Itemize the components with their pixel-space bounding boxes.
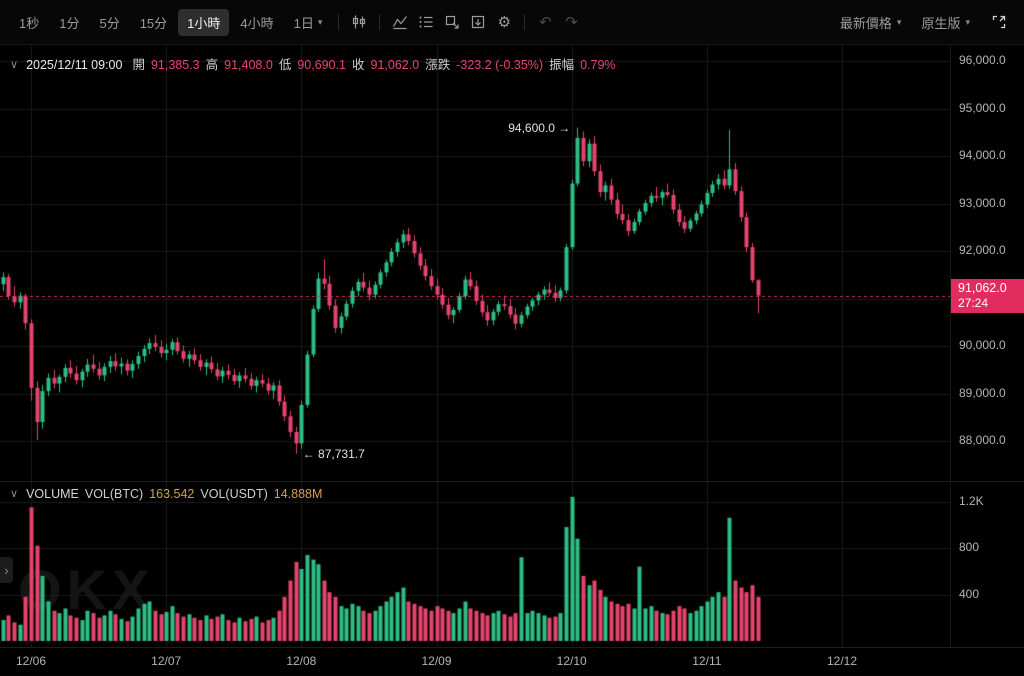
current-price-badge: 91,062.0 27:24 [951,278,1024,313]
toolbar-divider [379,14,381,30]
open-label: 開 [132,58,145,72]
indicator-list-icon[interactable] [413,9,439,35]
latest-price-label: 最新價格 [839,15,892,31]
price-axis-label: 94,000.0 [959,148,1006,162]
current-price-value: 91,062.0 [958,280,1007,295]
price-axis-label: 92,000.0 [959,243,1006,257]
toolbar: 1秒 1分 5分 15分 1小時 4小時 1日 ▾ [0,0,1024,45]
candlestick-chart-canvas[interactable] [0,45,950,675]
price-axis-label: 89,000.0 [959,385,1006,400]
vol-usdt-value: 14.888M [273,487,323,501]
candle-datetime: 2025/12/11 09:00 [26,58,123,72]
chart-region: OKX ∨ 2025/12/11 09:00 開 91,385.3 高 91,4… [0,45,1024,675]
high-annotation: 94,600.0 → [508,120,571,135]
undo-icon[interactable]: ↶ [539,14,552,31]
volume-axis-label: 400 [959,586,980,601]
amplitude-label: 振幅 [549,58,575,72]
time-axis-label: 12/06 [15,654,47,668]
vol-usdt-label: VOL(USDT) [200,487,268,501]
save-layout-icon[interactable] [465,9,491,35]
amplitude-value: 0.79% [580,58,616,72]
price-axis[interactable]: 96,000.0 95,000.0 94,000.0 93,000.0 92,000.0… [950,45,1024,647]
volume-axis-label: 1.2K [959,493,984,508]
price-axis-label: 93,000.0 [959,195,1006,210]
timeframe-1小時[interactable]: 1小時 [178,8,230,36]
time-axis[interactable]: 12/06 12/07 12/08 12/09 12/10 12/11 12/12 [0,647,1024,676]
timeframe-group: 1秒 1分 5分 15分 1小時 4小時 1日 ▾ [10,8,331,36]
low-label: 低 [278,58,292,72]
native-version-dropdown[interactable]: 原生版 ▾ [921,13,970,32]
change-label: 漲跌 [425,58,451,72]
price-axis-label: 96,000.0 [959,53,1006,67]
vol-btc-label: VOL(BTC) [84,487,144,501]
toolbar-divider [524,14,526,30]
close-value: 91,062.0 [370,58,420,72]
vol-btc-value: 163.542 [149,487,195,501]
collapse-chevron-icon[interactable]: ∨ [10,59,19,71]
chevron-down-icon: ▾ [965,16,970,27]
pane-divider[interactable] [0,481,1024,482]
compare-icon[interactable] [439,9,465,35]
close-label: 收 [352,58,365,72]
timeframe-4小時[interactable]: 4小時 [240,15,274,31]
time-axis-label: 12/08 [286,654,317,668]
fullscreen-icon[interactable] [986,9,1012,35]
candlestick-style-icon[interactable] [346,9,372,35]
time-axis-label: 12/10 [556,654,587,668]
high-label: 高 [205,58,219,72]
indicators-icon[interactable] [387,9,413,35]
chevron-down-icon: ▾ [317,16,323,27]
ohlc-infobar: ∨ 2025/12/11 09:00 開 91,385.3 高 91,408.0… [10,57,616,73]
volume-axis-label: 800 [959,540,980,554]
low-annotation: ← 87,731.7 [302,446,365,461]
high-value: 91,408.0 [224,58,273,72]
price-axis-label: 95,000.0 [959,100,1006,115]
time-axis-label: 12/09 [421,654,452,668]
chevron-down-icon: ▾ [896,16,902,27]
time-axis-label: 12/12 [826,654,858,668]
time-axis-label: 12/07 [151,654,182,668]
change-value: -323.2 (-0.35%) [456,58,544,72]
time-axis-label: 12/11 [692,654,722,668]
timeframe-1分[interactable]: 1分 [59,15,80,31]
candle-countdown: 27:24 [958,295,989,310]
left-panel-toggle[interactable]: › [0,557,13,583]
latest-price-dropdown[interactable]: 最新價格 ▾ [840,13,902,32]
native-version-label: 原生版 [921,15,961,31]
volume-title: VOLUME [26,487,79,501]
timeframe-5分[interactable]: 5分 [99,15,120,31]
timeframe-1秒[interactable]: 1秒 [19,15,40,31]
redo-icon[interactable]: ↷ [565,14,578,31]
low-value: 90,690.1 [297,58,347,72]
toolbar-divider [338,14,340,30]
price-axis-label: 88,000.0 [959,433,1006,447]
volume-header: ∨ VOLUME VOL(BTC) 163.542 VOL(USDT) 14.8… [10,486,322,502]
settings-icon[interactable]: ⚙ [497,14,512,31]
collapse-chevron-icon[interactable]: ∨ [10,488,19,500]
timeframe-1日[interactable]: 1日 ▾ [293,15,323,31]
price-axis-label: 90,000.0 [959,338,1006,352]
open-value: 91,385.3 [150,58,200,72]
timeframe-15分[interactable]: 15分 [139,15,168,31]
